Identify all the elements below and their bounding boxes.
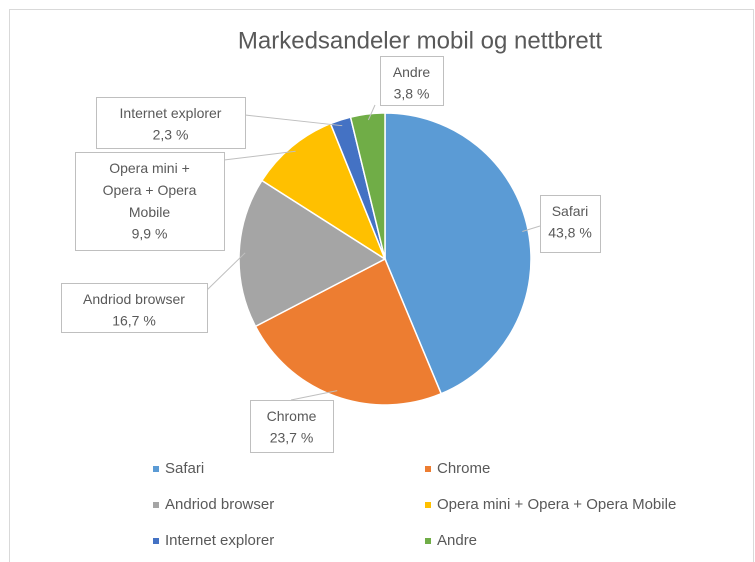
callout-box bbox=[61, 283, 208, 333]
callout-category: Andriod browser bbox=[83, 291, 185, 307]
callout-category: Opera mini + Opera + Opera Mobile bbox=[103, 160, 197, 220]
legend-swatch bbox=[153, 502, 159, 508]
legend-label: Safari bbox=[165, 460, 204, 477]
legend-swatch bbox=[425, 466, 431, 472]
leader-line bbox=[223, 150, 296, 161]
leader-line bbox=[522, 225, 541, 233]
pie-slice bbox=[238, 179, 387, 328]
legend-label: Chrome bbox=[437, 460, 490, 477]
callout-category: Andre bbox=[393, 64, 431, 80]
chart-title: Markedsandeler mobil og nettbrett bbox=[238, 27, 603, 54]
pie-slice bbox=[349, 112, 386, 260]
legend-swatch bbox=[425, 502, 431, 508]
legend-label: Internet explorer bbox=[165, 532, 274, 549]
leader-line bbox=[367, 104, 376, 121]
pie-slice bbox=[254, 257, 443, 406]
legend-swatch bbox=[425, 538, 431, 544]
callout-category: Chrome bbox=[267, 408, 317, 424]
callout-value: 3,8 % bbox=[394, 86, 430, 102]
callout-box bbox=[380, 56, 444, 106]
leader-line bbox=[290, 390, 338, 401]
pie-slice bbox=[384, 112, 532, 395]
callout-box bbox=[250, 400, 334, 453]
callout-category: Safari bbox=[552, 203, 589, 219]
callout-box bbox=[540, 195, 601, 253]
callout-value: 23,7 % bbox=[270, 430, 314, 446]
legend-label: Andre bbox=[437, 532, 477, 549]
pie-slice bbox=[260, 122, 387, 261]
callout-value: 9,9 % bbox=[132, 226, 168, 242]
callout-box bbox=[96, 97, 246, 149]
legend-swatch bbox=[153, 538, 159, 544]
callout-category: Internet explorer bbox=[120, 105, 222, 121]
callout-value: 43,8 % bbox=[548, 225, 592, 241]
legend-label: Andriod browser bbox=[165, 496, 274, 513]
legend-label: Opera mini + Opera + Opera Mobile bbox=[437, 496, 676, 513]
leader-line bbox=[206, 252, 246, 291]
callout-value: 2,3 % bbox=[153, 127, 189, 143]
callout-box bbox=[75, 152, 225, 251]
callout-value: 16,7 % bbox=[112, 313, 156, 329]
legend-swatch bbox=[153, 466, 159, 472]
leader-line bbox=[244, 114, 343, 127]
